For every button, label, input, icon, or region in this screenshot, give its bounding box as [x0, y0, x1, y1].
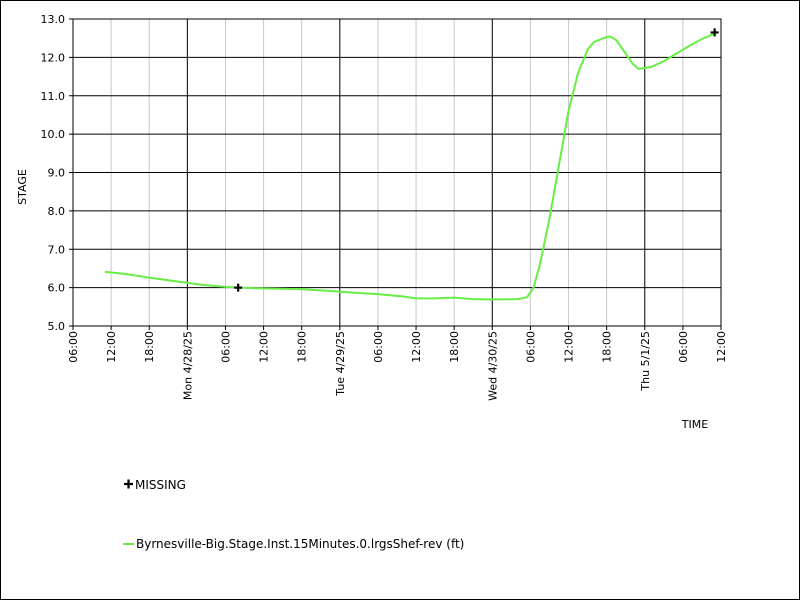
- y-tick-label: 6.0: [48, 282, 66, 295]
- legend-missing: MISSING: [124, 478, 186, 492]
- legend-missing-label: MISSING: [135, 478, 186, 492]
- x-tick-label: Mon 4/28/25: [181, 331, 194, 400]
- y-tick-label: 7.0: [48, 243, 66, 256]
- y-tick-label: 11.0: [41, 90, 66, 103]
- legend-series-label: Byrnesville-Big.Stage.Inst.15Minutes.0.l…: [136, 537, 464, 551]
- x-tick-label: 12:00: [715, 331, 728, 363]
- legend-series: Byrnesville-Big.Stage.Inst.15Minutes.0.l…: [123, 537, 464, 551]
- y-tick-label: 13.0: [41, 13, 66, 26]
- x-axis-ticks: 06:00 12:00 18:00 Mon 4/28/25 06:00 12:00 18:0…: [67, 326, 728, 401]
- x-tick-label: 18:00: [143, 331, 156, 363]
- x-tick-label: Wed 4/30/25: [486, 331, 499, 401]
- x-tick-label: 12:00: [105, 331, 118, 363]
- y-tick-label: 12.0: [41, 51, 66, 64]
- x-tick-label: 12:00: [563, 331, 576, 363]
- missing-markers: [234, 28, 719, 292]
- x-tick-label: 12:00: [410, 331, 423, 363]
- x-tick-label: 18:00: [296, 331, 309, 363]
- y-axis-label: STAGE: [16, 169, 29, 205]
- series-line: [104, 32, 715, 301]
- x-tick-label: 12:00: [258, 331, 271, 363]
- grid: [72, 18, 722, 327]
- x-tick-label: 06:00: [67, 331, 80, 363]
- x-tick-label: 18:00: [448, 331, 461, 363]
- y-tick-label: 9.0: [48, 167, 66, 180]
- y-tick-label: 10.0: [41, 128, 66, 141]
- x-axis-label: TIME: [681, 418, 708, 431]
- x-tick-label: Thu 5/1/25: [639, 331, 652, 392]
- x-tick-label: 06:00: [677, 331, 690, 363]
- plus-icon: [124, 479, 133, 489]
- x-tick-label: Tue 4/29/25: [334, 331, 347, 397]
- x-tick-label: 06:00: [372, 331, 385, 363]
- y-tick-label: 8.0: [48, 205, 66, 218]
- missing-marker: [710, 28, 719, 37]
- missing-marker: [234, 283, 243, 292]
- y-tick-label: 5.0: [48, 320, 66, 333]
- series-layer: [104, 32, 715, 301]
- y-axis-ticks: 5.0 6.0 7.0 8.0 9.0 10.0 11.0 12.0 13.0: [41, 13, 73, 333]
- x-tick-label: 06:00: [219, 331, 232, 363]
- x-tick-label: 06:00: [524, 331, 537, 363]
- x-tick-label: 18:00: [601, 331, 614, 363]
